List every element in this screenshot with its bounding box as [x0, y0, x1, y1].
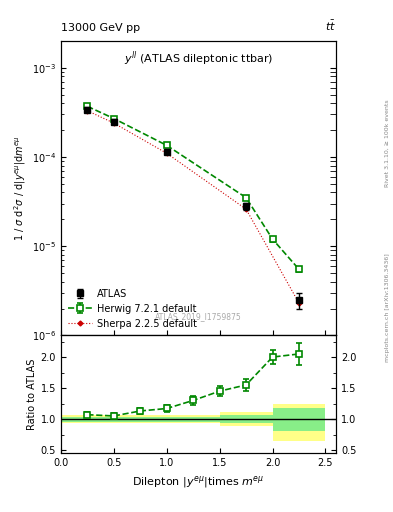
Text: Rivet 3.1.10, ≥ 100k events: Rivet 3.1.10, ≥ 100k events [385, 99, 389, 187]
Y-axis label: Ratio to ATLAS: Ratio to ATLAS [26, 358, 37, 430]
Legend: ATLAS, Herwig 7.2.1 default, Sherpa 2.2.5 default: ATLAS, Herwig 7.2.1 default, Sherpa 2.2.… [66, 287, 199, 331]
Text: mcplots.cern.ch [arXiv:1306.3436]: mcplots.cern.ch [arXiv:1306.3436] [385, 253, 389, 361]
Text: ATLAS_2019_I1759875: ATLAS_2019_I1759875 [155, 312, 242, 321]
X-axis label: Dilepton $|y^{e\mu}|$times $m^{e\mu}$: Dilepton $|y^{e\mu}|$times $m^{e\mu}$ [132, 474, 264, 489]
Y-axis label: 1 / $\sigma$ d$^2\sigma$ / d|$y^{e\mu}$|d$m^{e\mu}$: 1 / $\sigma$ d$^2\sigma$ / d|$y^{e\mu}$|… [12, 135, 28, 241]
Text: 13000 GeV pp: 13000 GeV pp [61, 23, 140, 33]
Text: $y^{ll}$ (ATLAS dileptonic ttbar): $y^{ll}$ (ATLAS dileptonic ttbar) [124, 50, 273, 69]
Text: $t\bar{t}$: $t\bar{t}$ [325, 19, 336, 33]
